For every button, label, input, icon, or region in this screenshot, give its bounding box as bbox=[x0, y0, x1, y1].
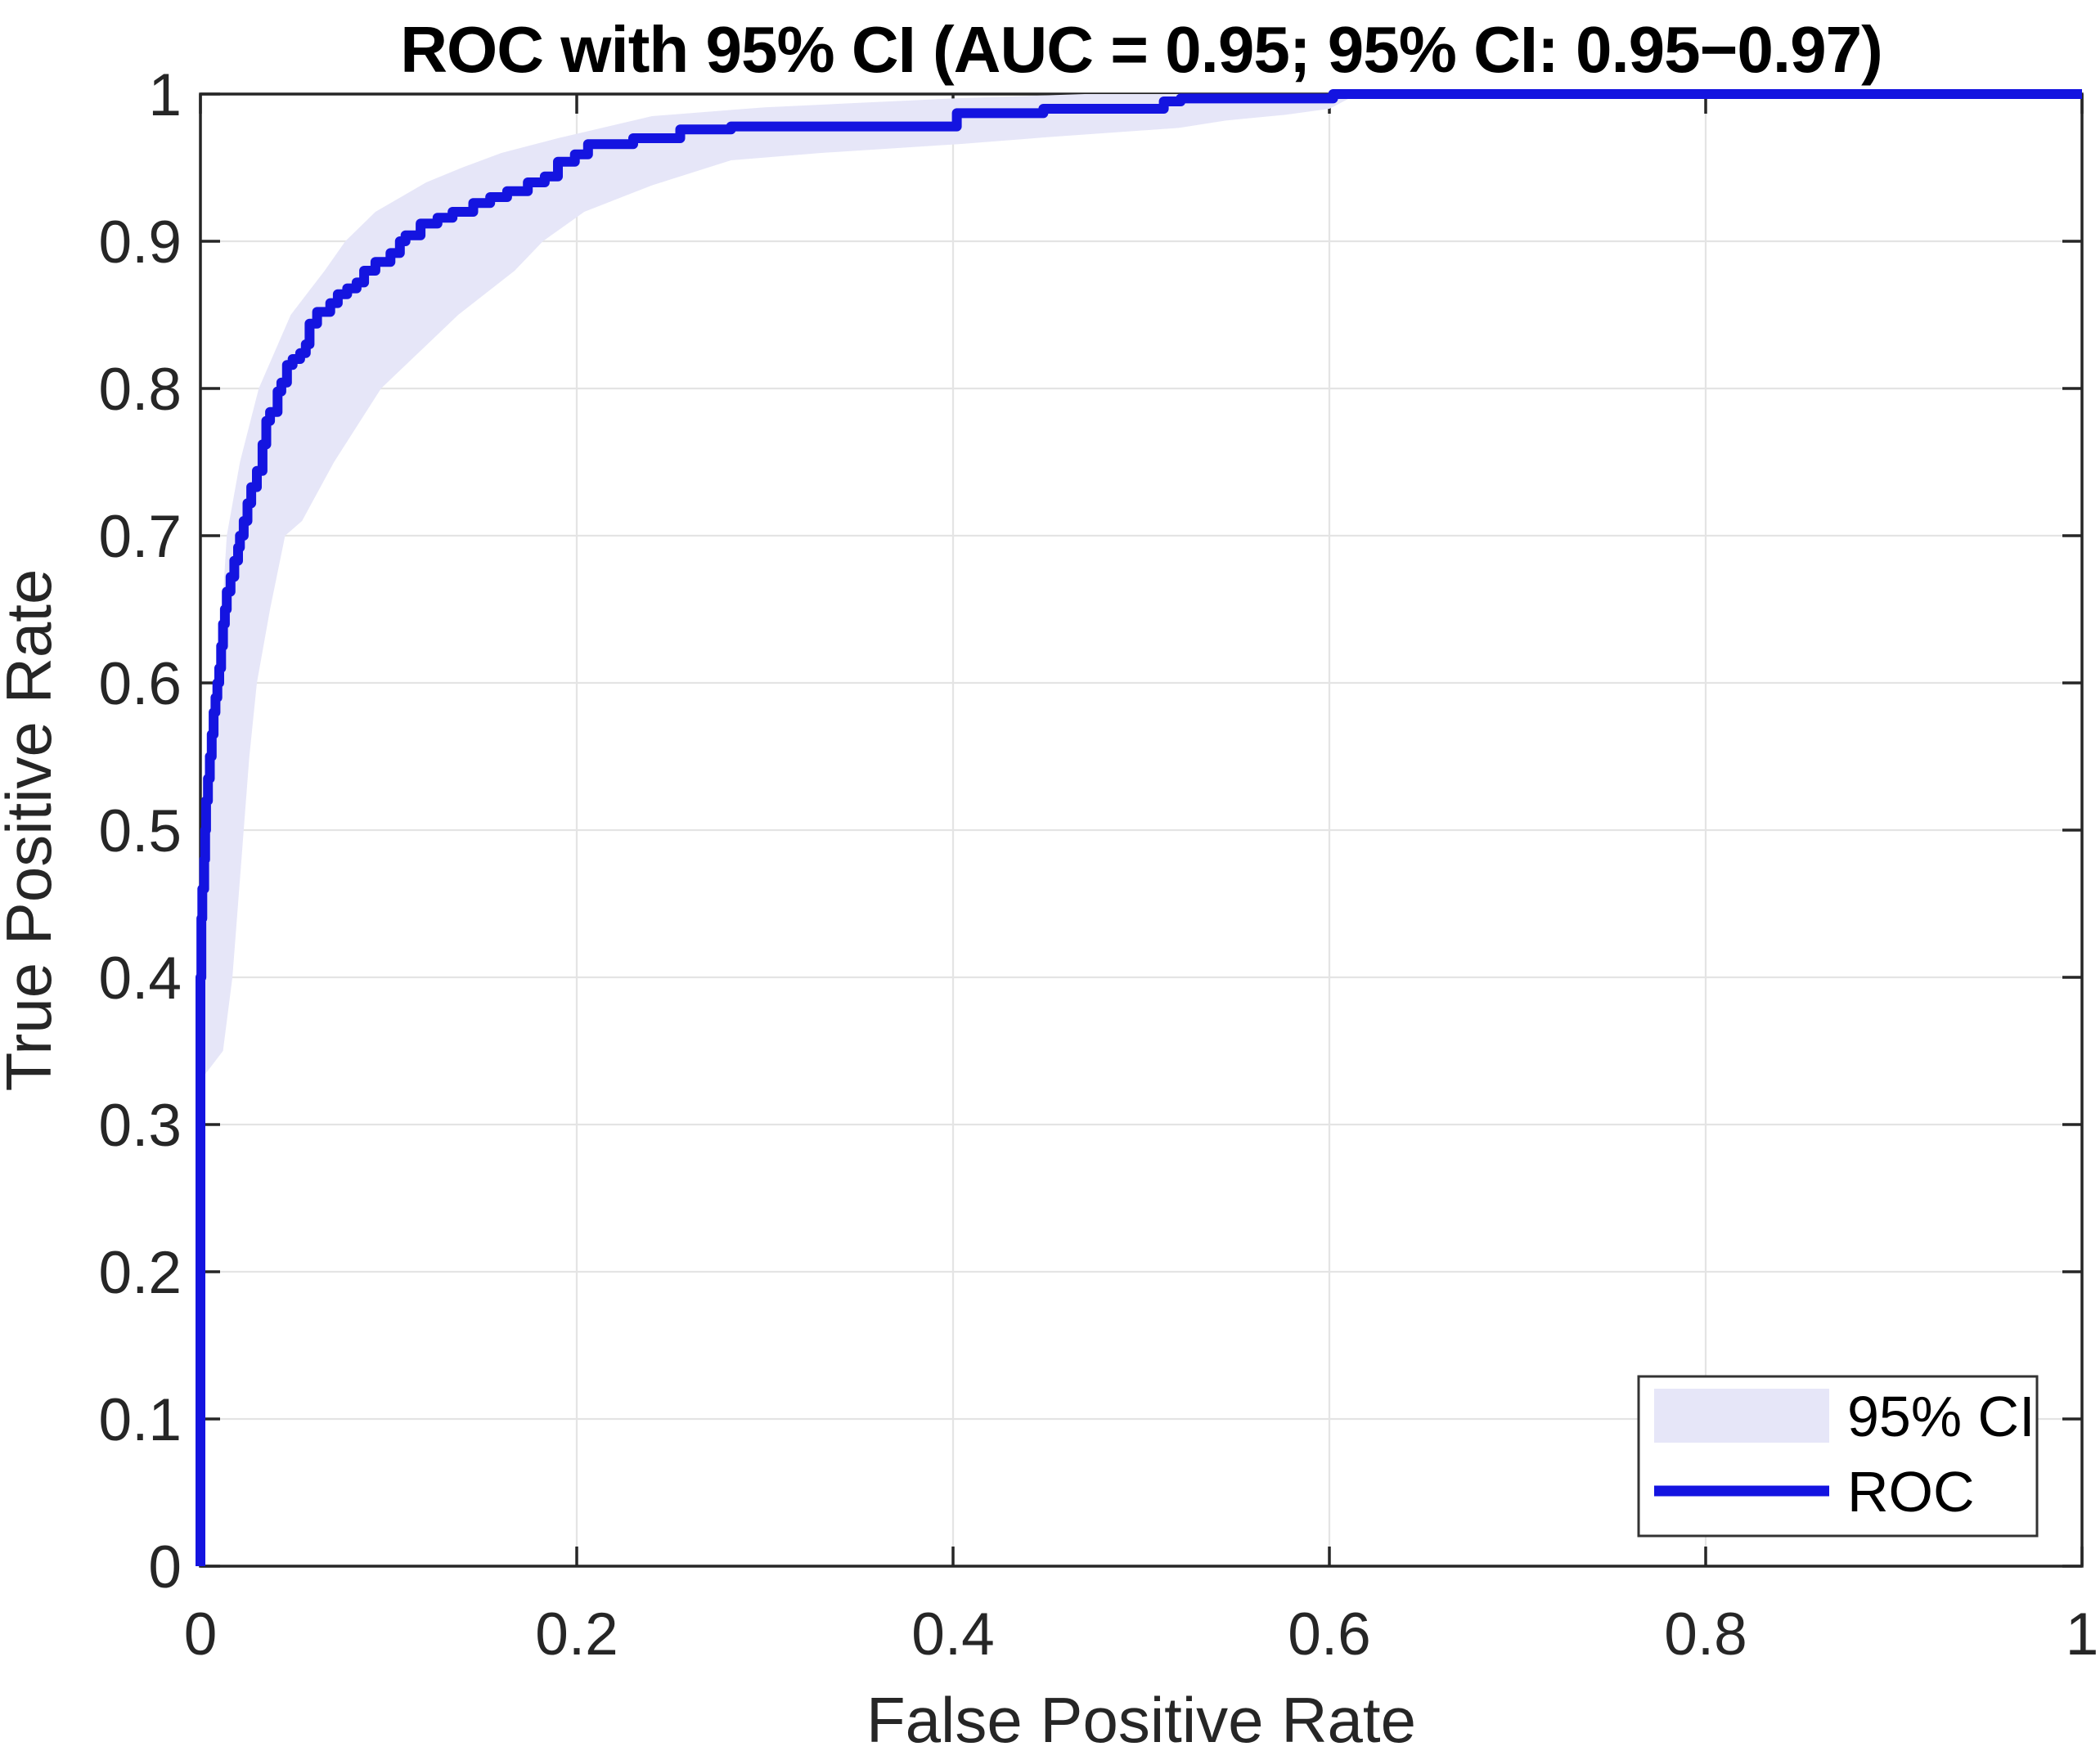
legend-ci-swatch bbox=[1654, 1389, 1829, 1443]
x-tick-label: 0.2 bbox=[535, 1601, 618, 1668]
y-tick-label: 0.3 bbox=[99, 1093, 182, 1159]
y-tick-label: 0.9 bbox=[99, 209, 182, 276]
y-tick-label: 0.8 bbox=[99, 357, 182, 423]
x-tick-label: 0.4 bbox=[911, 1601, 994, 1668]
x-tick-label: 0.6 bbox=[1288, 1601, 1370, 1668]
y-tick-label: 0.5 bbox=[99, 798, 182, 864]
y-axis-label: True Positive Rate bbox=[0, 569, 65, 1092]
y-tick-label: 0.1 bbox=[99, 1387, 182, 1453]
legend-roc-label: ROC bbox=[1847, 1460, 1975, 1524]
legend: 95% CI ROC bbox=[1637, 1375, 2039, 1538]
x-tick-label: 1 bbox=[2066, 1601, 2099, 1668]
y-tick-label: 0.2 bbox=[99, 1240, 182, 1306]
x-tick-label: 0 bbox=[184, 1601, 218, 1668]
legend-ci-label: 95% CI bbox=[1847, 1385, 2035, 1448]
x-tick-label: 0.8 bbox=[1664, 1601, 1747, 1668]
y-tick-label: 0.6 bbox=[99, 651, 182, 717]
y-tick-label: 0.7 bbox=[99, 504, 182, 570]
chart-title: ROC with 95% CI (AUC = 0.95; 95% CI: 0.9… bbox=[400, 13, 1882, 86]
grid-lines bbox=[199, 92, 2084, 1568]
x-tick-labels: 0 0.2 0.4 0.6 0.8 1 bbox=[184, 1601, 2099, 1668]
y-tick-labels: 0 0.1 0.2 0.3 0.4 0.5 0.6 0.7 0.8 0.9 1 bbox=[99, 62, 182, 1601]
y-tick-label: 1 bbox=[148, 62, 182, 128]
x-axis-label: False Positive Rate bbox=[866, 1684, 1416, 1756]
y-tick-label: 0 bbox=[148, 1534, 182, 1601]
roc-curve bbox=[196, 89, 2082, 1566]
y-tick-label: 0.4 bbox=[99, 945, 182, 1012]
